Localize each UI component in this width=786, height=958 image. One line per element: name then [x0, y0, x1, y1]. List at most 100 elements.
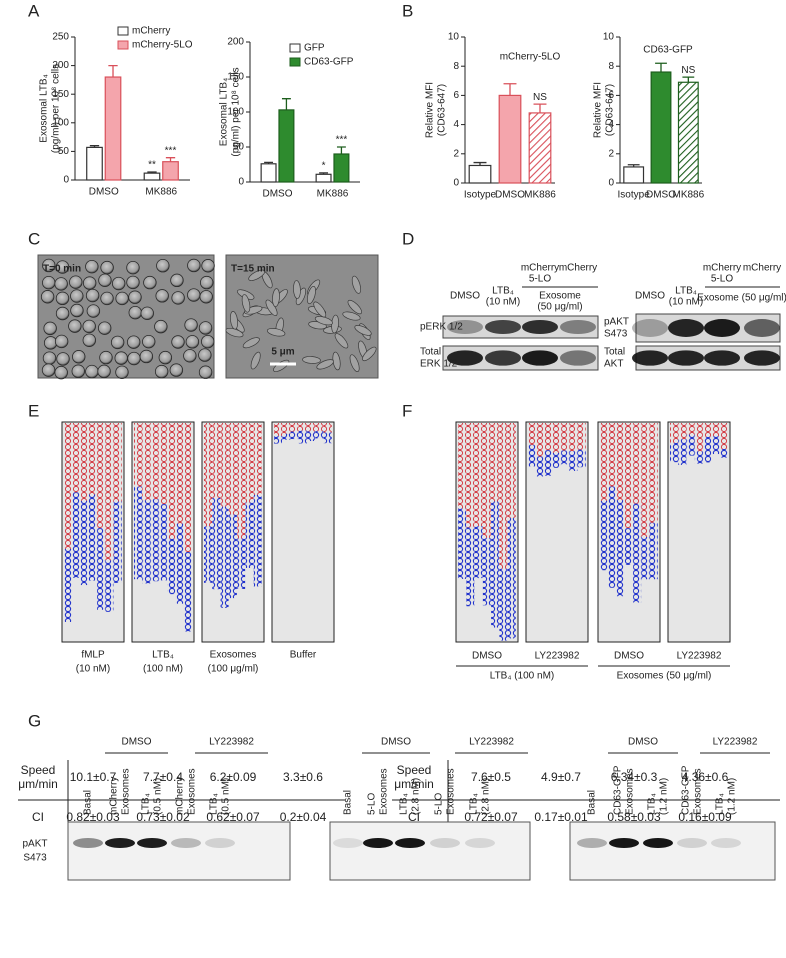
cell-track — [253, 423, 262, 495]
cell — [42, 351, 57, 365]
lane-label: (1.2 nM) — [727, 778, 738, 815]
error-bar — [503, 83, 517, 96]
cell-track — [458, 423, 466, 509]
chart-title: mCherry-5LO — [500, 52, 561, 63]
lane-label: (10 nM) — [669, 297, 703, 308]
legend-swatch — [289, 57, 301, 67]
x-tick-label: MK886 — [672, 190, 704, 201]
significance-label: NS — [681, 65, 695, 76]
cell-track — [245, 423, 254, 503]
cell-track — [134, 486, 142, 580]
lane-label: Exosomes — [693, 768, 704, 815]
lane-label-group: 5-LO Exosomes — [434, 768, 457, 815]
cell-track — [298, 423, 307, 431]
cell — [187, 258, 201, 273]
lane-label-group: CD63-GFP Exosomes — [613, 765, 636, 815]
cell — [313, 301, 327, 318]
lane-label-group: mCherry Exosomes — [175, 768, 198, 815]
panel-label: C — [28, 229, 40, 248]
image-label: T=15 min — [231, 264, 275, 275]
lane-label: 5-LO — [367, 793, 378, 815]
lane-label-group: CD63-GFP Exosomes — [681, 765, 704, 815]
lane-label: (2.8 nM) — [481, 778, 492, 815]
cell — [201, 334, 215, 349]
cell — [126, 275, 140, 290]
cell-track — [80, 500, 89, 586]
cell — [42, 275, 56, 290]
cell — [154, 319, 168, 334]
y-tick-label: 6 — [453, 90, 459, 101]
panel-label: B — [402, 1, 413, 20]
cell-track — [105, 423, 114, 561]
cell-track — [569, 423, 578, 452]
cell-track — [552, 423, 561, 453]
y-axis-label: Relative MFI — [593, 82, 604, 138]
cell-track — [458, 508, 466, 579]
error-bar — [655, 62, 667, 73]
cell — [126, 260, 140, 275]
cell — [169, 363, 184, 377]
band — [363, 838, 393, 848]
error-bar — [264, 161, 274, 164]
cell — [42, 258, 56, 273]
condition-label: (10 nM) — [76, 664, 110, 675]
lane-label-group: LTB₄ (1.2 nM) — [715, 778, 738, 815]
cell-track — [315, 423, 324, 432]
cell — [349, 354, 360, 372]
error-bar — [533, 103, 547, 113]
lane-label: mCherry — [559, 263, 597, 274]
cell — [156, 259, 170, 273]
bar — [162, 161, 179, 181]
cell-track — [298, 430, 307, 444]
panel-label: D — [402, 229, 414, 248]
cell — [127, 351, 141, 366]
cell-track — [474, 526, 483, 579]
cell — [115, 291, 129, 306]
cell — [82, 333, 97, 347]
cell-track — [466, 527, 475, 607]
legend-swatch — [289, 43, 301, 53]
y-tick-label: 0 — [238, 177, 244, 188]
cell — [201, 259, 215, 273]
row-label: μm/min — [18, 777, 58, 791]
row-label: pAKT — [22, 839, 47, 850]
row-label: AKT — [604, 359, 623, 370]
cell-track — [274, 423, 282, 436]
band — [632, 319, 668, 337]
x-tick-label: MK886 — [317, 189, 349, 200]
cell-track — [72, 492, 81, 578]
band — [560, 350, 596, 366]
x-tick-label: DMSO — [495, 190, 525, 201]
table-cell: 0.58±0.03 — [607, 810, 661, 824]
cell — [198, 365, 213, 379]
error-bar — [281, 98, 291, 110]
error-bar — [108, 64, 118, 78]
y-tick-label: 50 — [233, 142, 245, 153]
image-label: T=0 min — [43, 264, 81, 275]
cell — [200, 275, 214, 290]
x-tick-label: Isotype — [464, 190, 497, 201]
table-cell: 7.6±0.5 — [471, 770, 511, 784]
group-label: LTB₄ (100 nM) — [490, 671, 554, 682]
cell-track — [228, 514, 237, 599]
table-cell: 0.73±0.02 — [136, 810, 190, 824]
cell-track — [499, 423, 508, 569]
lane-label-group: LTB₄ (1.2 nM) — [647, 778, 670, 815]
condition-label: fMLP — [81, 650, 105, 661]
error-bar — [336, 146, 346, 154]
cell-track — [649, 423, 658, 523]
table-cell: 10.1±0.7 — [70, 770, 117, 784]
cell — [128, 290, 142, 304]
row-label: pERK 1/2 — [420, 322, 463, 333]
cell — [41, 363, 56, 377]
cell-track — [569, 451, 578, 471]
band — [205, 838, 235, 848]
x-tick-label: MK886 — [145, 187, 177, 198]
group-label: LY223982 — [209, 737, 254, 748]
cell-track — [624, 528, 633, 565]
cell-track — [670, 442, 678, 463]
significance-label: *** — [336, 135, 348, 146]
table-cell: 7.7±0.4 — [143, 770, 183, 784]
x-tick-label: DMSO — [646, 190, 676, 201]
cell-track — [491, 501, 500, 628]
